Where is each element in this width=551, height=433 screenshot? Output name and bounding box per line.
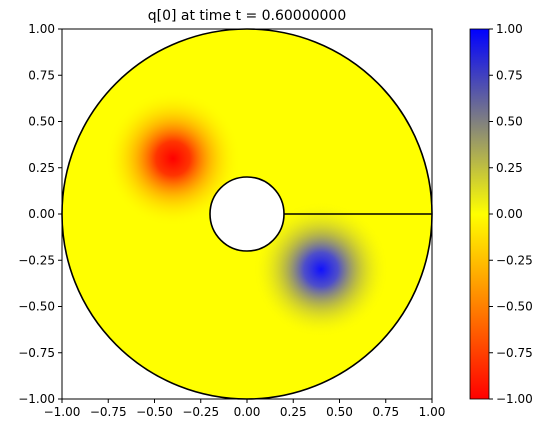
- domain-inner-hole: [209, 176, 285, 252]
- y-tick-label: −0.75: [18, 346, 55, 360]
- colorbar: −1.00 −0.75 −0.50 −0.25 0.00 0.25 0.50 0.75 1.00: [469, 22, 533, 406]
- y-tick-label: 0.50: [28, 115, 55, 129]
- y-tick-label: −0.50: [18, 300, 55, 314]
- colorbar-gradient: [469, 28, 490, 400]
- y-tick-label: −1.00: [18, 392, 55, 406]
- x-tick-label: −0.75: [90, 405, 127, 419]
- x-tick-label: 0.50: [326, 405, 353, 419]
- field-features: [105, 90, 389, 338]
- x-tick-label: 1.00: [419, 405, 446, 419]
- chart-title: q[0] at time t = 0.60000000: [148, 8, 347, 24]
- colorbar-tick-label: −0.25: [496, 253, 533, 267]
- x-tick-label: 0.75: [372, 405, 399, 419]
- y-tick-label: 0.75: [28, 68, 55, 82]
- colorbar-tick-label: −0.50: [496, 300, 533, 314]
- x-tick-label: −1.00: [44, 405, 81, 419]
- x-tick-label: −0.50: [136, 405, 173, 419]
- positive-feature: [253, 201, 389, 338]
- colorbar-ticks: −1.00 −0.75 −0.50 −0.25 0.00 0.25 0.50 0.75 1.00: [489, 22, 533, 406]
- colorbar-tick-label: −1.00: [496, 392, 533, 406]
- colorbar-tick-label: −0.75: [496, 346, 533, 360]
- colorbar-tick-label: 1.00: [496, 22, 523, 36]
- colorbar-tick-label: 0.50: [496, 115, 523, 129]
- x-axis: −1.00 −0.75 −0.50 −0.25 0.00 0.25 0.50 0.75 1.00: [44, 399, 446, 419]
- y-tick-label: 1.00: [28, 22, 55, 36]
- y-tick-label: 0.00: [28, 207, 55, 221]
- x-tick-label: 0.00: [234, 405, 261, 419]
- colorbar-tick-label: 0.75: [496, 68, 523, 82]
- x-tick-label: 0.25: [280, 405, 307, 419]
- plot-area: −1.00 −0.75 −0.50 −0.25 0.00 0.25 0.50 0.75 1.00…: [18, 22, 445, 419]
- y-tick-label: 0.25: [28, 161, 55, 175]
- y-tick-label: −0.25: [18, 253, 55, 267]
- colorbar-tick-label: 0.00: [496, 207, 523, 221]
- y-axis: −1.00 −0.75 −0.50 −0.25 0.00 0.25 0.50 0.75 1.00: [18, 22, 62, 406]
- x-tick-label: −0.25: [182, 405, 219, 419]
- negative-feature: [105, 90, 241, 227]
- colorbar-tick-label: 0.25: [496, 161, 523, 175]
